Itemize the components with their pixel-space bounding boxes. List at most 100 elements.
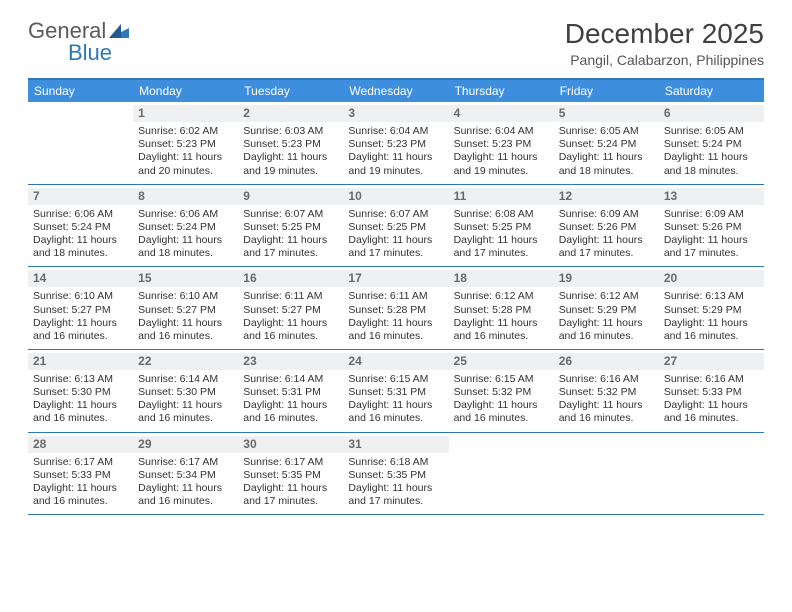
weekday-header: Sunday — [28, 80, 133, 102]
week-row: 7Sunrise: 6:06 AMSunset: 5:24 PMDaylight… — [28, 185, 764, 268]
day-cell: 25Sunrise: 6:15 AMSunset: 5:32 PMDayligh… — [449, 350, 554, 432]
daylight-text: Daylight: 11 hours and 19 minutes. — [243, 151, 338, 177]
day-cell: 7Sunrise: 6:06 AMSunset: 5:24 PMDaylight… — [28, 185, 133, 267]
daynum-bar: 26 — [554, 353, 659, 370]
sunrise-text: Sunrise: 6:16 AM — [559, 373, 654, 386]
sunrise-text: Sunrise: 6:16 AM — [664, 373, 759, 386]
weekday-header: Thursday — [449, 80, 554, 102]
daylight-text: Daylight: 11 hours and 18 minutes. — [664, 151, 759, 177]
weeks-container: 1 Sunrise: 6:02 AMSunset: 5:23 PM Daylight… — [28, 102, 764, 515]
daynum-bar: 3 — [343, 105, 448, 122]
daylight-text: Daylight: 11 hours and 16 minutes. — [138, 482, 233, 508]
empty-cell — [554, 433, 659, 515]
sunset-text: Sunset: 5:34 PM — [138, 469, 233, 482]
sunrise-text: Sunrise: 6:02 AM — [138, 125, 233, 138]
empty-cell — [28, 102, 133, 184]
sunrise-text: Sunrise: 6:17 AM — [138, 456, 233, 469]
weekday-header-row: SundayMondayTuesdayWednesdayThursdayFrid… — [28, 80, 764, 102]
sunset-text: Sunset: 5:29 PM — [664, 304, 759, 317]
day-cell: 6Sunrise: 6:05 AMSunset: 5:24 PMDaylight… — [659, 102, 764, 184]
daynum-bar: 27 — [659, 353, 764, 370]
day-number: 8 — [138, 189, 145, 203]
weekday-header: Wednesday — [343, 80, 448, 102]
day-number: 17 — [348, 271, 361, 285]
sunrise-text: Sunrise: 6:10 AM — [33, 290, 128, 303]
sunset-text: Sunset: 5:27 PM — [138, 304, 233, 317]
sunset-text: Sunset: 5:27 PM — [243, 304, 338, 317]
calendar-grid: SundayMondayTuesdayWednesdayThursdayFrid… — [28, 78, 764, 515]
day-cell: 10Sunrise: 6:07 AMSunset: 5:25 PMDayligh… — [343, 185, 448, 267]
sunset-text: Sunset: 5:24 PM — [138, 221, 233, 234]
day-number: 26 — [559, 354, 572, 368]
day-cell: 16Sunrise: 6:11 AMSunset: 5:27 PMDayligh… — [238, 267, 343, 349]
sunrise-text: Sunrise: 6:05 AM — [559, 125, 654, 138]
sunset-text: Sunset: 5:28 PM — [454, 304, 549, 317]
sunrise-text: Sunrise: 6:06 AM — [138, 208, 233, 221]
sunset-text: Sunset: 5:23 PM — [138, 138, 233, 151]
day-number: 2 — [243, 106, 250, 120]
sunrise-text: Sunrise: 6:06 AM — [33, 208, 128, 221]
month-title: December 2025 — [565, 18, 764, 50]
daynum-bar: 19 — [554, 270, 659, 287]
day-number: 9 — [243, 189, 250, 203]
daynum-bar: 31 — [343, 436, 448, 453]
daynum-bar: 2 — [238, 105, 343, 122]
day-number: 22 — [138, 354, 151, 368]
day-cell: 8Sunrise: 6:06 AMSunset: 5:24 PMDaylight… — [133, 185, 238, 267]
sunset-text: Sunset: 5:27 PM — [33, 304, 128, 317]
daylight-text: Daylight: 11 hours and 16 minutes. — [454, 317, 549, 343]
daynum-bar: 16 — [238, 270, 343, 287]
sunrise-text: Sunrise: 6:08 AM — [454, 208, 549, 221]
week-row: 21Sunrise: 6:13 AMSunset: 5:30 PMDayligh… — [28, 350, 764, 433]
day-number: 18 — [454, 271, 467, 285]
sunset-text: Sunset: 5:35 PM — [243, 469, 338, 482]
day-number: 11 — [454, 189, 467, 203]
sunrise-text: Sunrise: 6:14 AM — [243, 373, 338, 386]
sunset-text: Sunset: 5:31 PM — [243, 386, 338, 399]
sunrise-text: Sunrise: 6:05 AM — [664, 125, 759, 138]
week-row: 28Sunrise: 6:17 AMSunset: 5:33 PMDayligh… — [28, 433, 764, 516]
day-cell: 9Sunrise: 6:07 AMSunset: 5:25 PMDaylight… — [238, 185, 343, 267]
daynum-bar: 8 — [133, 188, 238, 205]
header: GeneralBlue December 2025 Pangil, Calaba… — [28, 18, 764, 68]
day-number: 31 — [348, 437, 361, 451]
sunset-text: Sunset: 5:26 PM — [664, 221, 759, 234]
daylight-text: Daylight: 11 hours and 16 minutes. — [33, 399, 128, 425]
sunrise-text: Sunrise: 6:15 AM — [454, 373, 549, 386]
day-cell: 3Sunrise: 6:04 AMSunset: 5:23 PMDaylight… — [343, 102, 448, 184]
sunrise-text: Sunrise: 6:13 AM — [664, 290, 759, 303]
day-number: 10 — [348, 189, 361, 203]
sunset-text: Sunset: 5:30 PM — [33, 386, 128, 399]
day-cell: 2Sunrise: 6:03 AMSunset: 5:23 PMDaylight… — [238, 102, 343, 184]
sunset-text: Sunset: 5:24 PM — [664, 138, 759, 151]
daylight-text: Daylight: 11 hours and 16 minutes. — [138, 399, 233, 425]
daynum-bar: 30 — [238, 436, 343, 453]
day-cell: 23Sunrise: 6:14 AMSunset: 5:31 PMDayligh… — [238, 350, 343, 432]
weekday-header: Tuesday — [238, 80, 343, 102]
day-number: 14 — [33, 271, 46, 285]
daynum-bar: 29 — [133, 436, 238, 453]
sunset-text: Sunset: 5:24 PM — [33, 221, 128, 234]
daynum-bar: 28 — [28, 436, 133, 453]
daylight-text: Daylight: 11 hours and 17 minutes. — [348, 482, 443, 508]
daynum-bar: 7 — [28, 188, 133, 205]
daylight-text: Daylight: 11 hours and 16 minutes. — [348, 399, 443, 425]
sunset-text: Sunset: 5:29 PM — [559, 304, 654, 317]
daynum-bar: 1 — [133, 105, 238, 122]
daylight-text: Daylight: 11 hours and 17 minutes. — [243, 234, 338, 260]
day-cell: 29 Sunrise: 6:17 AMSunset: 5:34 PMDayligh… — [133, 433, 238, 515]
daylight-text: Daylight: 11 hours and 16 minutes. — [33, 482, 128, 508]
sunset-text: Sunset: 5:33 PM — [33, 469, 128, 482]
day-cell: 19Sunrise: 6:12 AMSunset: 5:29 PMDayligh… — [554, 267, 659, 349]
weekday-header: Saturday — [659, 80, 764, 102]
sunset-text: Sunset: 5:35 PM — [348, 469, 443, 482]
day-number: 27 — [664, 354, 677, 368]
sunrise-text: Sunrise: 6:11 AM — [348, 290, 443, 303]
weekday-header: Friday — [554, 80, 659, 102]
sunset-text: Sunset: 5:25 PM — [243, 221, 338, 234]
day-number: 21 — [33, 354, 46, 368]
day-number: 19 — [559, 271, 572, 285]
daynum-bar: 12 — [554, 188, 659, 205]
daynum-bar: 25 — [449, 353, 554, 370]
sunset-text: Sunset: 5:24 PM — [559, 138, 654, 151]
